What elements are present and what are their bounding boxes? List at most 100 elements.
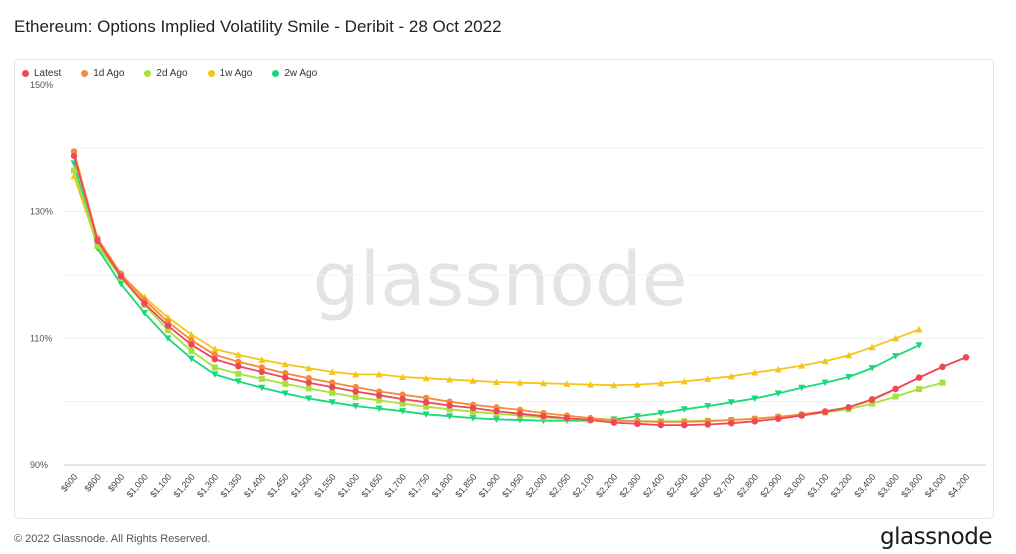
point-2w-ago — [234, 378, 242, 385]
point-1w-ago — [164, 313, 172, 321]
x-tick-label: $1,300 — [195, 472, 220, 500]
point-1w-ago — [234, 351, 242, 358]
point-1w-ago — [539, 379, 547, 387]
point-1w-ago — [680, 377, 688, 385]
x-tick-label: $3,000 — [782, 472, 807, 500]
legend-item-latest[interactable]: Latest — [22, 68, 61, 79]
point-2w-ago — [258, 384, 266, 392]
legend: Latest 1d Ago 2d Ago 1w Ago 2w Ago — [22, 68, 317, 79]
point-1w-ago — [446, 376, 454, 383]
point-2w-ago — [751, 395, 759, 402]
point-2d-ago — [94, 242, 101, 249]
point-latest — [845, 404, 852, 411]
y-tick-label: 150% — [30, 80, 53, 90]
point-2w-ago — [868, 365, 876, 372]
x-tick-label: $4,200 — [946, 472, 971, 500]
point-latest — [164, 322, 172, 329]
legend-item-1d-ago[interactable]: 1d Ago — [81, 68, 124, 79]
point-1w-ago — [211, 345, 219, 353]
point-2w-ago — [328, 399, 336, 406]
point-2d-ago — [188, 348, 195, 354]
x-tick-label: $1,500 — [289, 472, 314, 500]
point-latest — [493, 407, 500, 415]
point-latest — [704, 421, 711, 428]
point-1w-ago — [352, 370, 360, 378]
point-1w-ago — [915, 325, 923, 333]
point-1w-ago — [469, 377, 477, 384]
point-2d-ago — [352, 394, 359, 401]
point-2w-ago — [399, 408, 407, 415]
point-2w-ago — [164, 335, 172, 342]
x-tick-label: $1,900 — [477, 472, 502, 500]
point-latest — [610, 419, 618, 426]
point-1w-ago — [305, 364, 313, 372]
x-tick-label: $2,050 — [547, 472, 572, 500]
x-tick-label: $1,350 — [218, 472, 243, 500]
point-latest — [728, 420, 735, 427]
legend-item-2d-ago[interactable]: 2d Ago — [144, 68, 188, 79]
point-2w-ago — [915, 342, 923, 349]
point-2w-ago — [704, 403, 712, 410]
point-latest — [516, 410, 524, 417]
point-1w-ago — [586, 381, 594, 388]
point-2d-ago — [869, 400, 876, 407]
x-tick-label: $2,800 — [735, 472, 760, 500]
point-latest — [798, 412, 805, 419]
x-tick-label: $1,100 — [148, 472, 173, 500]
point-1w-ago — [610, 381, 618, 389]
legend-marker-1w-ago — [207, 70, 215, 77]
x-tick-label: $1,800 — [430, 472, 455, 500]
legend-label-latest: Latest — [34, 68, 62, 79]
point-2d-ago — [423, 403, 430, 410]
point-latest — [657, 421, 665, 429]
point-1d-ago — [305, 375, 312, 382]
point-2w-ago — [305, 395, 313, 402]
point-2w-ago — [727, 399, 735, 406]
point-2w-ago — [422, 411, 430, 418]
x-tick-label: $600 — [59, 472, 80, 494]
point-1w-ago — [798, 362, 806, 369]
point-1w-ago — [774, 365, 782, 373]
point-2d-ago — [399, 400, 406, 407]
x-tick-label: $2,500 — [664, 472, 689, 500]
legend-label-1w-ago: 1w Ago — [219, 68, 253, 79]
legend-marker-2d-ago — [144, 70, 152, 77]
y-tick-label: 130% — [30, 207, 53, 217]
point-1d-ago — [188, 337, 195, 344]
x-tick-label: $3,100 — [805, 472, 830, 500]
point-1d-ago — [258, 364, 265, 371]
point-latest — [892, 385, 899, 393]
point-latest — [117, 273, 125, 280]
x-tick-label: $1,550 — [312, 472, 337, 500]
point-2w-ago — [117, 280, 125, 288]
legend-marker-2w-ago — [272, 70, 280, 77]
glassnode-logo: glassnode — [880, 524, 992, 550]
point-1d-ago — [211, 351, 219, 358]
x-tick-label: $2,400 — [641, 472, 666, 500]
point-latest — [681, 421, 688, 429]
point-2w-ago — [680, 406, 688, 413]
point-latest — [634, 420, 641, 428]
point-1w-ago — [187, 331, 195, 338]
x-tick-label: $800 — [82, 472, 103, 494]
point-2d-ago — [470, 408, 477, 415]
legend-item-1w-ago[interactable]: 1w Ago — [207, 68, 253, 79]
point-latest — [352, 388, 359, 395]
point-latest — [563, 414, 571, 422]
x-tick-label: $2,100 — [571, 472, 596, 500]
point-1w-ago — [727, 372, 735, 380]
point-1w-ago — [821, 357, 829, 365]
point-latest — [329, 383, 336, 391]
legend-marker-latest — [22, 70, 29, 77]
point-1d-ago — [399, 391, 406, 398]
point-latest — [422, 399, 430, 406]
legend-item-2w-ago[interactable]: 2w Ago — [272, 68, 317, 79]
point-latest — [939, 363, 946, 371]
x-tick-label: $1,600 — [336, 472, 361, 500]
y-tick-label: 110% — [30, 333, 52, 343]
x-tick-label: $3,800 — [899, 472, 924, 500]
legend-label-1d-ago: 1d Ago — [93, 68, 125, 79]
point-1w-ago — [657, 379, 665, 387]
point-1d-ago — [352, 383, 359, 391]
legend-label-2d-ago: 2d Ago — [156, 68, 188, 79]
